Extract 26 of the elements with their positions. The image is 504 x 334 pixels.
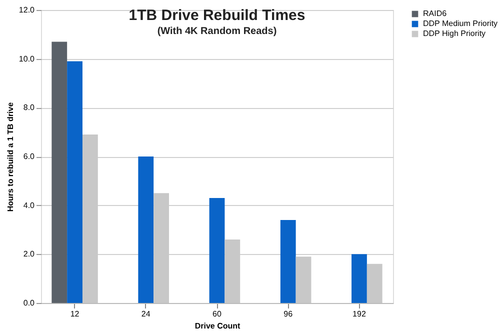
text: (With 4K Random Reads) [157, 26, 277, 37]
legend-label: DDP Medium Priority [423, 19, 498, 28]
y-tick-label: 0.0 [23, 298, 36, 308]
x-tick-label: 60 [212, 310, 222, 318]
y-tick-label: 12.0 [18, 6, 36, 14]
y-tick-label: 4.0 [23, 200, 36, 210]
legend-label: DDP High Priority [423, 29, 486, 38]
y-tick-label: 10.0 [18, 54, 36, 64]
bar [352, 254, 367, 303]
bar [366, 264, 382, 303]
bar [280, 220, 296, 303]
chart-title: 1TB Drive Rebuild Times [128, 7, 306, 24]
bar [209, 198, 225, 303]
x-tick-label: 12 [70, 310, 80, 318]
x-axis-title: Drive Count [194, 322, 240, 330]
legend-label: RAID6 [423, 9, 448, 18]
bar [67, 61, 82, 303]
bar [138, 156, 154, 303]
y-tick-label: 2.0 [23, 250, 36, 259]
y-tick-label: 8.0 [23, 103, 36, 112]
x-tick-label: 96 [284, 310, 294, 318]
bar [52, 42, 68, 303]
x-tick-label: 24 [141, 310, 151, 318]
y-axis-title: Hours to rebuild a 1 TB drive [6, 102, 15, 212]
y-tick-label: 6.0 [23, 152, 36, 161]
x-tick-label: 192 [352, 310, 366, 318]
